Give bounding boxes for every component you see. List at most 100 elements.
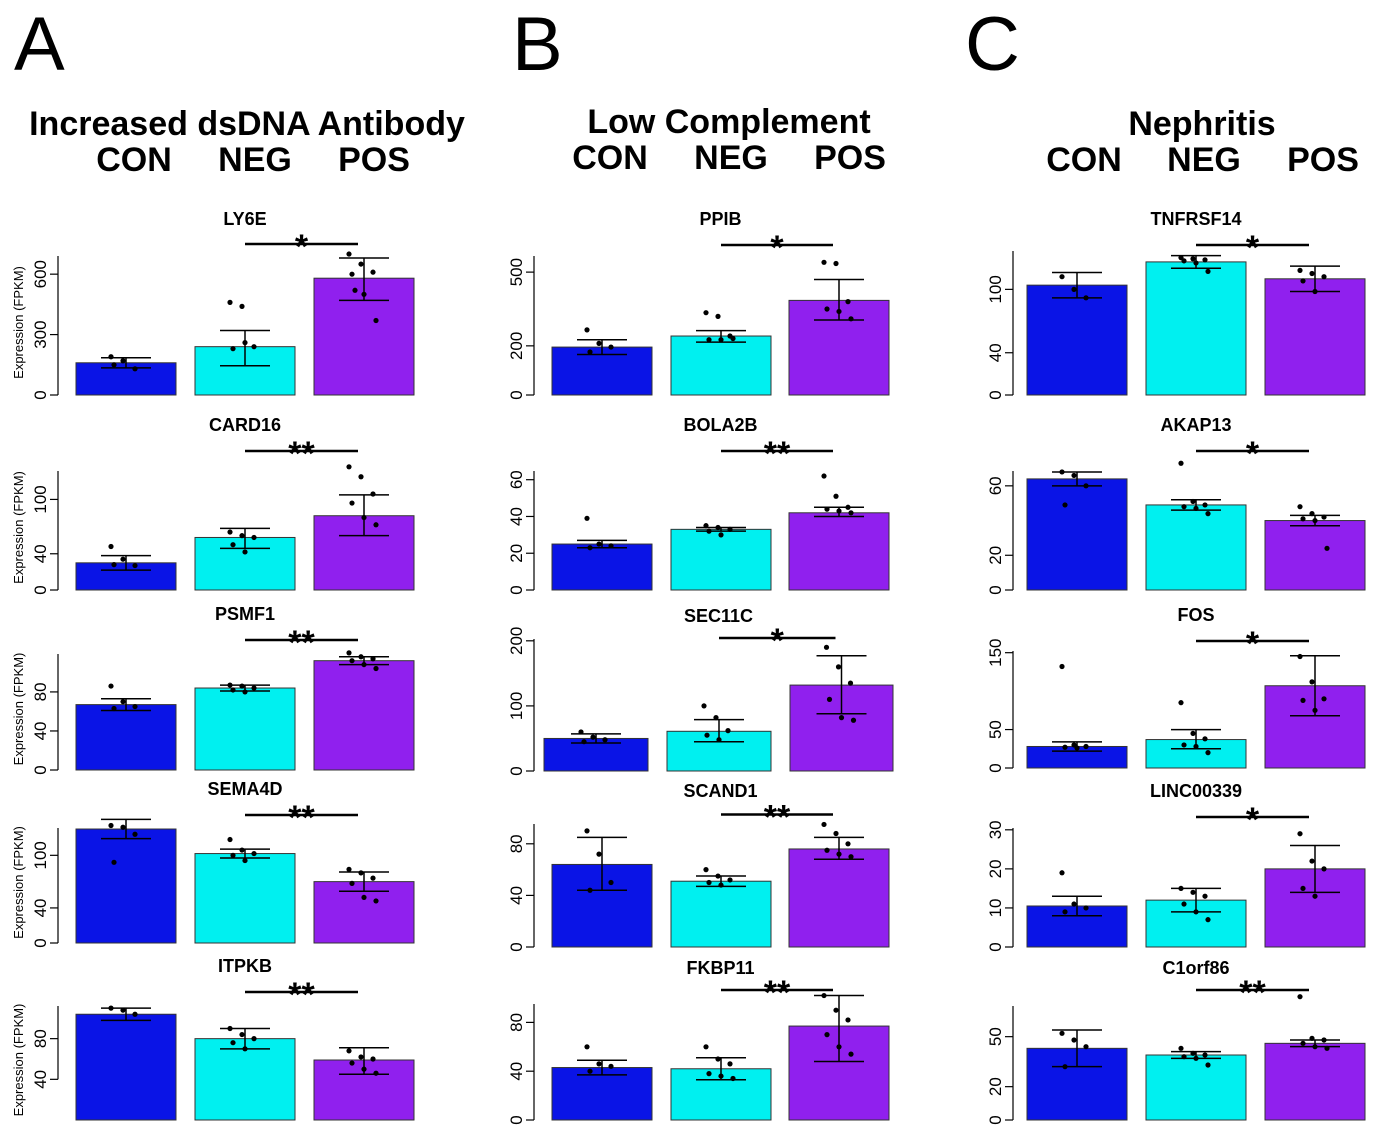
data-point [596, 340, 602, 346]
bar-con [75, 828, 177, 944]
data-point [1071, 472, 1077, 479]
group-label: NEG [1167, 141, 1241, 179]
panel-linc00339: LINC00339 0 10 20 30 * [986, 781, 1366, 952]
significance-label: ** [764, 974, 791, 1012]
y-axis-label: Expression (FPKM) [11, 653, 26, 766]
data-point [833, 830, 839, 837]
panel-letter: C [965, 2, 1020, 87]
y-tick-label: 0 [31, 585, 50, 594]
data-point [346, 866, 352, 872]
y-tick-label: 0 [31, 390, 50, 399]
bar-neg [194, 687, 296, 771]
significance-label: ** [288, 624, 315, 662]
data-point [1309, 1035, 1315, 1041]
data-point [242, 857, 248, 864]
y-tick-label: 0 [986, 942, 1005, 951]
y-tick-label: 0 [986, 585, 1005, 594]
significance-label: ** [288, 799, 315, 837]
data-point [230, 687, 236, 693]
data-point [848, 854, 854, 860]
data-point [1205, 1062, 1211, 1068]
data-point [1190, 889, 1196, 895]
y-tick-label: 600 [31, 260, 50, 288]
data-point [1309, 858, 1315, 864]
y-tick-label: 0 [31, 938, 50, 947]
bar-neg [670, 880, 772, 948]
data-point [821, 259, 827, 265]
data-point [1074, 745, 1080, 751]
data-point [1181, 1054, 1187, 1060]
y-tick-label: 0 [507, 585, 526, 594]
data-point [132, 831, 138, 837]
y-tick-label: 100 [31, 485, 50, 513]
data-point [1309, 679, 1315, 685]
y-tick-label: 0 [31, 765, 50, 774]
data-point [349, 658, 355, 664]
data-point [824, 847, 830, 853]
data-point [848, 1051, 854, 1057]
data-point [1059, 1030, 1065, 1036]
bar-pos [1264, 1042, 1366, 1121]
data-point [1300, 697, 1306, 703]
panel-card16: CARD16 0 40 100 Expression (FPKM) ** [11, 415, 415, 595]
data-point [587, 349, 593, 355]
data-point [1324, 545, 1330, 551]
y-tick-label: 0 [986, 763, 1005, 772]
data-point [821, 473, 827, 479]
bar-con [1026, 284, 1128, 396]
data-point [1059, 870, 1065, 876]
panel-scand1: SCAND1 0 40 80 ** [507, 781, 890, 952]
data-point [1297, 504, 1303, 510]
data-point [833, 260, 839, 267]
significance-label: * [1246, 801, 1260, 839]
data-point [706, 1071, 712, 1077]
data-point [358, 654, 364, 660]
data-point [370, 656, 376, 662]
data-point [1312, 707, 1318, 713]
significance-label: ** [764, 435, 791, 473]
data-point [850, 717, 857, 723]
data-point [836, 851, 842, 857]
data-point [352, 287, 358, 293]
y-tick-label: 50 [986, 1027, 1005, 1046]
data-point [1312, 288, 1318, 295]
data-point [227, 1025, 233, 1032]
data-point [727, 877, 733, 883]
data-point [715, 1056, 721, 1062]
y-tick-label: 200 [507, 627, 526, 655]
data-point [1193, 260, 1199, 266]
y-tick-label: 20 [986, 1077, 1005, 1096]
data-point [370, 875, 376, 881]
data-point [1190, 498, 1196, 505]
y-tick-label: 150 [986, 639, 1005, 667]
data-point [587, 887, 593, 893]
data-point [596, 1061, 602, 1067]
y-tick-label: 100 [507, 692, 526, 720]
panel-letter: B [512, 2, 563, 87]
data-point [361, 894, 367, 901]
y-axis-label: Expression (FPKM) [11, 826, 26, 939]
data-point [824, 306, 830, 312]
y-tick-label: 0 [507, 766, 526, 775]
data-point [824, 506, 830, 512]
data-point [718, 882, 724, 888]
y-axis-label: Expression (FPKM) [11, 1004, 26, 1117]
data-point [1190, 1050, 1196, 1056]
column-title: Low Complement [587, 103, 870, 141]
data-point [1062, 909, 1068, 915]
gene-title: SEMA4D [207, 779, 282, 799]
data-point [111, 705, 117, 712]
data-point [1083, 483, 1089, 489]
bar-pos [1264, 278, 1366, 396]
data-point [132, 703, 138, 710]
y-tick-label: 40 [31, 544, 50, 563]
data-point [230, 852, 236, 858]
bar-pos [788, 512, 890, 591]
data-point [111, 362, 117, 368]
group-label: POS [814, 139, 886, 177]
data-point [239, 303, 245, 309]
y-tick-label: 500 [507, 258, 526, 286]
data-point [1205, 511, 1211, 517]
data-point [1202, 502, 1208, 508]
data-point [727, 526, 733, 532]
